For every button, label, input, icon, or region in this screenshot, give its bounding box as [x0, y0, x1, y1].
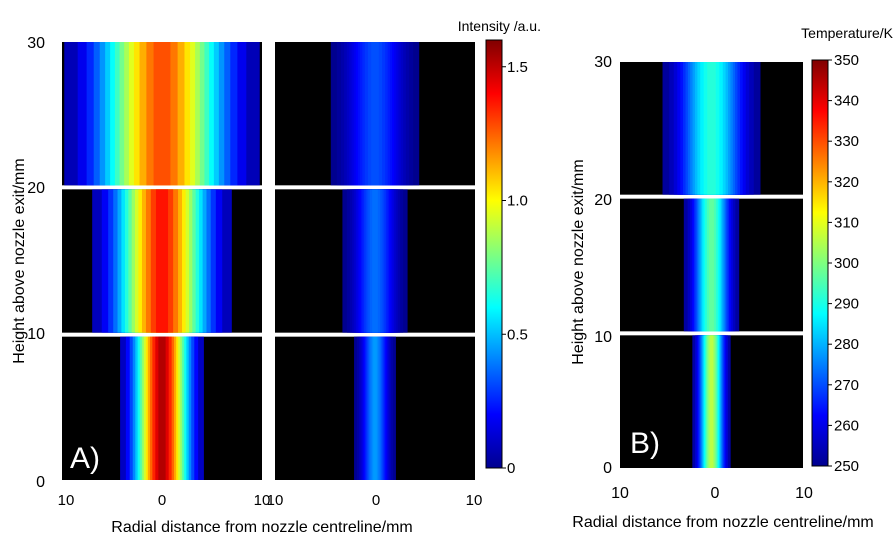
- a2-heat-core-0: [373, 336, 377, 480]
- a2-heat-core-2: [371, 42, 379, 186]
- a1-heat-core-1: [155, 189, 169, 333]
- a-y-tick-10: 10: [27, 326, 45, 343]
- intensity-heatmap-left: [62, 42, 262, 480]
- panel-a-subplot-2: 10 0 10: [267, 42, 483, 509]
- a1-x-tick-center: 0: [158, 492, 166, 509]
- a-y-tick-20: 20: [27, 180, 45, 197]
- a2-x-tick-left: 10: [267, 492, 284, 509]
- b-x-tick-left: 10: [611, 485, 629, 502]
- b-x-axis-label: Radial distance from nozzle centreline/m…: [572, 514, 873, 531]
- intensity-cbar-tick-label-2: 1.0: [507, 193, 528, 210]
- intensity-colorbar: [485, 39, 503, 469]
- b-x-tick-center: 0: [711, 485, 720, 502]
- a2-x-tick-center: 0: [372, 492, 380, 509]
- b-heat-core-0: [709, 335, 714, 468]
- b-y-tick-10: 10: [594, 329, 612, 346]
- temperature-cbar-tick-label-1: 260: [834, 417, 859, 434]
- panel-label-b: B): [630, 427, 660, 460]
- temperature-cbar-tick-label-8: 330: [834, 133, 859, 150]
- intensity-cbar-tick-label-1: 0.5: [507, 326, 528, 343]
- b-y-tick-20: 20: [594, 192, 612, 209]
- temperature-cbar-tick-label-7: 320: [834, 174, 859, 191]
- panel-label-a: A): [70, 442, 100, 475]
- temperature-colorbar-ticks: 250 260 270 280 290 300 310 320 330 340 350: [828, 52, 859, 475]
- intensity-colorbar-title: Intensity /a.u.: [458, 18, 541, 34]
- b-y-axis-label: Height above nozzle exit/mm: [570, 159, 587, 364]
- a1-heat-core-2: [153, 42, 171, 186]
- a2-heat-core-1: [372, 189, 378, 333]
- temperature-heatmap: [620, 62, 803, 468]
- intensity-colorbar-ticks: 0 0.5 1.0 1.5: [502, 59, 528, 477]
- b-x-tick-right: 10: [795, 485, 813, 502]
- intensity-heatmap-right: [275, 42, 475, 480]
- temperature-cbar-tick-label-2: 270: [834, 377, 859, 394]
- intensity-cbar-tick-label-0: 0: [507, 460, 515, 477]
- b-heat-core-2: [707, 62, 716, 195]
- b-y-tick-0: 0: [603, 460, 612, 477]
- b-y-tick-30: 30: [594, 54, 612, 71]
- temperature-cbar-tick-label-10: 350: [834, 52, 859, 69]
- temperature-cbar-tick-label-3: 280: [834, 336, 859, 353]
- temperature-cbar-tick-label-9: 340: [834, 93, 859, 110]
- temperature-colorbar: [811, 59, 829, 467]
- a2-x-tick-right: 10: [466, 492, 483, 509]
- temperature-cbar-tick-label-4: 290: [834, 296, 859, 313]
- temperature-cbar-tick-label-6: 310: [834, 214, 859, 231]
- panel-a: Intensity /a.u. 0 0.5 1.0 1.5 10 0 10 10 0 …: [11, 18, 541, 536]
- temperature-cbar-tick-label-0: 250: [834, 458, 859, 475]
- a-x-axis-label: Radial distance from nozzle centreline/m…: [111, 519, 412, 536]
- b-heat-core-1: [709, 198, 714, 332]
- panel-b: Temperature/K 25026027028029030031032033…: [570, 25, 894, 531]
- panel-a-subplot-1: 10 0 10: [58, 42, 271, 509]
- a-y-axis-label: Height above nozzle exit/mm: [11, 158, 28, 363]
- temperature-colorbar-title: Temperature/K: [801, 25, 893, 41]
- a-y-tick-30: 30: [27, 35, 45, 52]
- temperature-cbar-tick-label-5: 300: [834, 255, 859, 272]
- intensity-cbar-tick-label-3: 1.5: [507, 59, 528, 76]
- a-y-tick-0: 0: [36, 474, 45, 491]
- a1-x-tick-left: 10: [58, 492, 75, 509]
- a1-x-tick-right: 10: [254, 492, 271, 509]
- a1-heat-core-0: [158, 336, 166, 480]
